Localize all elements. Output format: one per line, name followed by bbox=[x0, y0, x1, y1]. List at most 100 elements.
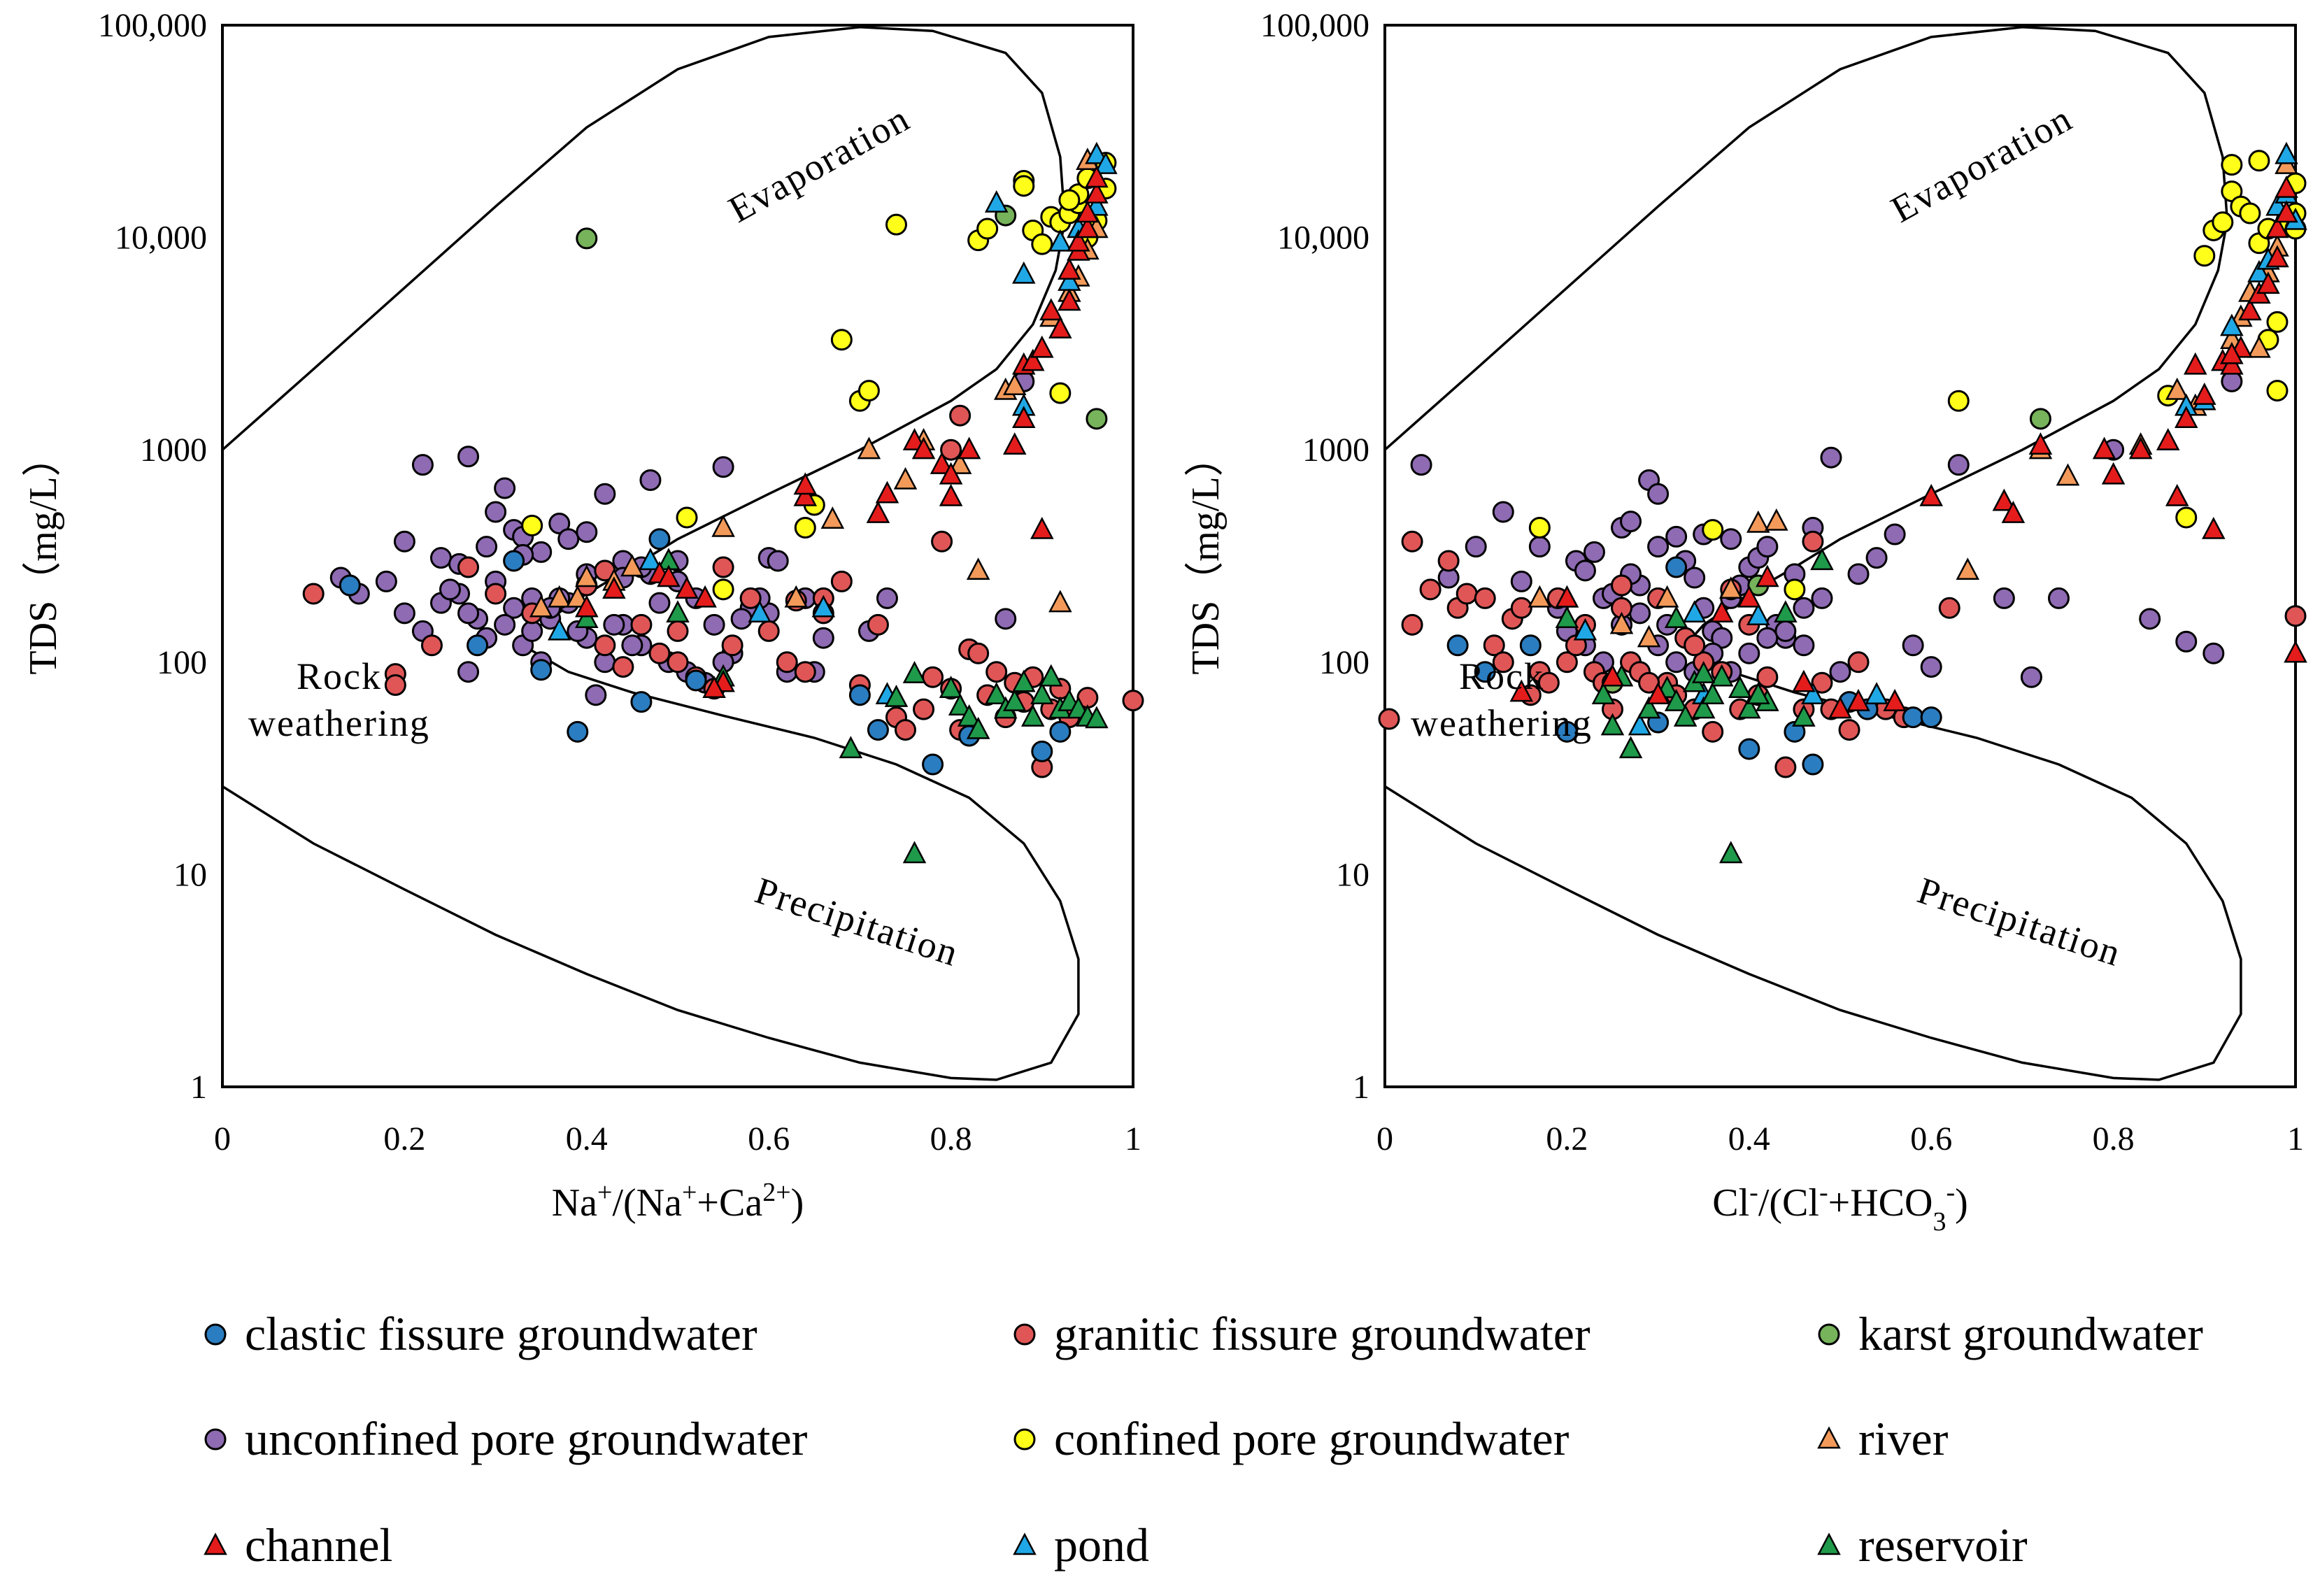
river-point bbox=[893, 466, 918, 490]
confined-point bbox=[1031, 233, 1053, 255]
confined-point bbox=[1058, 189, 1081, 211]
confined-point bbox=[1528, 516, 1551, 539]
unconfined-point bbox=[457, 661, 480, 683]
granitic-point bbox=[1483, 634, 1505, 657]
pond-point bbox=[1573, 618, 1597, 641]
legend-label: river bbox=[1858, 1412, 1949, 1465]
granitic-point bbox=[1638, 671, 1660, 694]
y-tick-label: 1 bbox=[1353, 1069, 1369, 1106]
clastic-point bbox=[685, 669, 707, 692]
channel-point bbox=[2165, 483, 2189, 506]
confined-point bbox=[1784, 578, 1806, 601]
granitic-point bbox=[1492, 651, 1514, 674]
unconfined-point bbox=[457, 602, 480, 625]
river-point bbox=[1002, 373, 1027, 396]
unconfined-point bbox=[1492, 501, 1514, 523]
right-data-points bbox=[1378, 141, 2307, 864]
granitic-point bbox=[630, 613, 653, 636]
channel-point bbox=[2238, 298, 2262, 321]
river-point bbox=[1637, 625, 1661, 648]
legend-label: confined pore groundwater bbox=[1054, 1412, 1570, 1465]
left-panel: 1 10 100 1000 10,000 100,000 0 0.2 0.4 0.6 0.8 1 TD… bbox=[22, 7, 1144, 1225]
reservoir-point bbox=[1737, 696, 1761, 719]
reservoir-point bbox=[939, 676, 963, 698]
unconfined-point bbox=[576, 521, 598, 543]
granitic-point bbox=[712, 556, 734, 578]
unconfined-point bbox=[1756, 536, 1779, 558]
granitic-point bbox=[913, 698, 935, 720]
confined-point bbox=[521, 514, 543, 536]
channel-point bbox=[2184, 352, 2207, 375]
unconfined-point bbox=[393, 602, 415, 625]
granitic-point bbox=[922, 666, 944, 688]
clastic-point bbox=[530, 659, 553, 681]
confined-point bbox=[712, 578, 734, 601]
channel-point bbox=[1792, 669, 1816, 692]
granitic-point bbox=[420, 634, 443, 657]
clastic-point bbox=[922, 753, 944, 776]
reservoir-point bbox=[1555, 606, 1579, 629]
granitic-point bbox=[1802, 530, 1824, 553]
pond-point bbox=[2220, 313, 2244, 336]
unconfined-point bbox=[494, 613, 516, 636]
confined-point bbox=[1702, 519, 1724, 541]
pond-point bbox=[811, 594, 836, 618]
confined-point bbox=[2221, 154, 2243, 176]
channel-point bbox=[793, 483, 818, 506]
unconfined-point bbox=[1884, 523, 1906, 546]
legend-label: granitic fissure groundwater bbox=[1054, 1307, 1590, 1360]
unconfined-point bbox=[639, 469, 662, 492]
unconfined-point bbox=[1756, 627, 1779, 649]
reservoir-point bbox=[902, 661, 927, 683]
left-data-points bbox=[302, 141, 1144, 864]
unconfined-point bbox=[476, 536, 498, 558]
reservoir-point bbox=[1792, 704, 1816, 727]
channel-point bbox=[2174, 406, 2198, 429]
river-point bbox=[711, 514, 735, 537]
reservoir-point bbox=[1718, 841, 1743, 864]
granitic-point bbox=[895, 719, 916, 741]
unconfined-point bbox=[767, 550, 789, 572]
unconfined-point bbox=[494, 477, 516, 499]
x-tick-label: 0 bbox=[214, 1120, 231, 1157]
y-tick-label: 100 bbox=[157, 644, 207, 681]
left-plot-frame bbox=[221, 24, 1134, 1088]
granitic-point bbox=[757, 620, 780, 642]
channel-point bbox=[602, 576, 626, 599]
legend-item-river: river bbox=[1817, 1412, 1949, 1465]
granitic-point bbox=[1378, 708, 1400, 730]
granitic-point bbox=[1756, 666, 1779, 688]
unconfined-point bbox=[1665, 525, 1688, 548]
unconfined-point bbox=[1829, 661, 1851, 683]
channel-point bbox=[1883, 688, 1907, 711]
channel-point bbox=[793, 472, 818, 495]
unconfined-point bbox=[703, 613, 725, 636]
channel-point bbox=[1509, 679, 1534, 702]
channel-point bbox=[939, 483, 963, 506]
karst-point bbox=[576, 227, 598, 250]
karst-point bbox=[1086, 408, 1108, 430]
unconfined-point bbox=[411, 454, 434, 476]
y-tick-label: 10,000 bbox=[115, 220, 207, 257]
reservoir-point bbox=[948, 693, 972, 716]
channel-point bbox=[1919, 483, 1943, 506]
pond-point bbox=[1746, 603, 1770, 625]
channel-point bbox=[675, 576, 699, 599]
granitic-point bbox=[457, 556, 480, 578]
legend-label: clastic fissure groundwater bbox=[245, 1307, 757, 1360]
channel-point bbox=[702, 676, 726, 698]
granitic-point bbox=[1556, 651, 1578, 674]
left-label-precipitation: Precipitation bbox=[750, 869, 965, 974]
reservoir-point bbox=[902, 841, 927, 864]
channel-point bbox=[2284, 640, 2307, 663]
channel-point bbox=[1021, 348, 1045, 371]
channel-point bbox=[2092, 436, 2116, 459]
legend-marker-channel bbox=[204, 1532, 227, 1555]
reservoir-point bbox=[884, 685, 909, 707]
unconfined-point bbox=[648, 592, 671, 614]
unconfined-point bbox=[812, 627, 834, 649]
reservoir-point bbox=[1746, 682, 1770, 705]
y-tick-label: 100 bbox=[1319, 644, 1369, 681]
unconfined-point bbox=[1510, 570, 1532, 592]
